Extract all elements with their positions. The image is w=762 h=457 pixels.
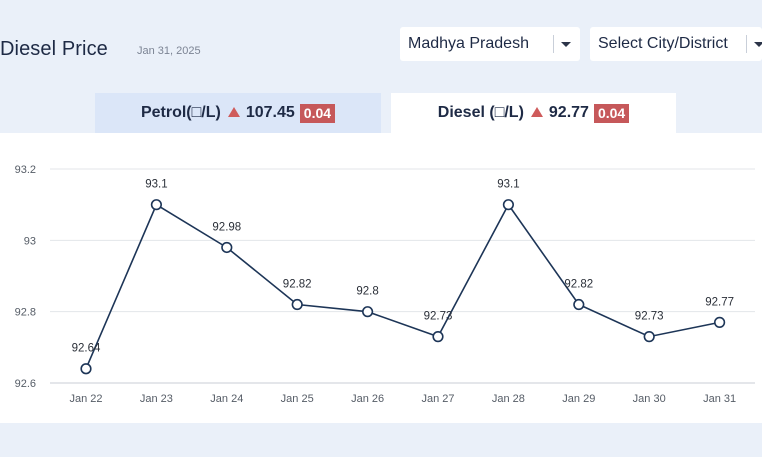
x-tick-label: Jan 29 xyxy=(562,393,595,405)
data-label: 92.98 xyxy=(212,221,241,233)
data-points xyxy=(80,199,726,375)
tab-diesel-price: 92.77 xyxy=(548,104,589,121)
data-label: 92.82 xyxy=(283,279,312,291)
x-tick-label: Jan 24 xyxy=(210,393,243,405)
data-labels: 92.64 93.1 92.98 92.82 92.8 92.73 93.1 92.82 92.… xyxy=(72,179,734,355)
x-axis-ticks: Jan 22 Jan 23 Jan 24 Jan 25 Jan 26 Jan 27 Jan … xyxy=(69,393,736,405)
select-divider xyxy=(553,35,554,53)
bottom-band xyxy=(0,423,762,457)
chevron-down-icon[interactable] xyxy=(561,42,571,47)
tab-diesel[interactable]: Diesel (□/L) 92.77 0.04 xyxy=(391,93,676,133)
data-point xyxy=(362,306,374,318)
tab-petrol-label: Petrol(□/L) xyxy=(140,104,221,121)
data-point xyxy=(643,331,655,343)
tab-petrol[interactable]: Petrol(□/L) 107.45 0.04 xyxy=(95,93,381,133)
data-point xyxy=(502,199,515,211)
data-label: 93.1 xyxy=(145,179,167,191)
state-select[interactable]: Madhya Pradesh xyxy=(400,27,580,61)
tab-petrol-price: 107.45 xyxy=(245,104,295,121)
y-tick-label: 93 xyxy=(24,235,36,247)
x-tick-label: Jan 23 xyxy=(140,393,173,405)
x-tick-label: Jan 27 xyxy=(421,393,454,405)
x-tick-label: Jan 30 xyxy=(633,393,666,405)
data-label: 93.1 xyxy=(497,179,519,191)
data-point xyxy=(291,298,303,311)
data-label: 92.82 xyxy=(564,279,593,291)
select-divider xyxy=(746,35,747,53)
data-point xyxy=(713,316,726,328)
data-point xyxy=(221,241,233,254)
diesel-change-badge: 0.04 xyxy=(593,103,630,123)
tab-diesel-label: Diesel (□/L) xyxy=(437,104,524,121)
y-axis-ticks: 92.6 92.8 93 93.2 xyxy=(15,164,36,390)
x-tick-label: Jan 26 xyxy=(351,393,384,405)
data-label: 92.73 xyxy=(424,311,453,323)
data-point xyxy=(573,298,585,311)
chevron-down-icon[interactable] xyxy=(754,42,762,47)
x-tick-label: Jan 22 xyxy=(69,393,102,405)
price-up-icon xyxy=(227,107,240,117)
y-tick-label: 92.8 xyxy=(15,307,36,319)
city-select[interactable]: Select City/District xyxy=(590,27,762,61)
data-point xyxy=(80,363,92,375)
x-tick-label: Jan 31 xyxy=(703,393,736,405)
x-tick-label: Jan 28 xyxy=(492,393,525,405)
data-point xyxy=(432,331,444,343)
data-label: 92.77 xyxy=(705,296,734,308)
y-tick-label: 92.6 xyxy=(15,378,36,390)
x-tick-label: Jan 25 xyxy=(281,393,314,405)
data-label: 92.8 xyxy=(356,286,378,298)
data-label: 92.73 xyxy=(635,311,664,323)
price-date: Jan 31, 2025 xyxy=(137,45,201,57)
y-tick-label: 93.2 xyxy=(15,164,36,176)
grid-lines xyxy=(50,168,755,384)
city-select-value: Select City/District xyxy=(598,35,728,52)
state-select-value: Madhya Pradesh xyxy=(408,35,529,52)
page-title: Diesel Price xyxy=(0,38,108,60)
series-line xyxy=(85,203,720,370)
data-point xyxy=(150,199,162,211)
data-label: 92.64 xyxy=(72,343,101,355)
petrol-change-badge: 0.04 xyxy=(299,103,336,123)
price-up-icon xyxy=(530,107,543,117)
